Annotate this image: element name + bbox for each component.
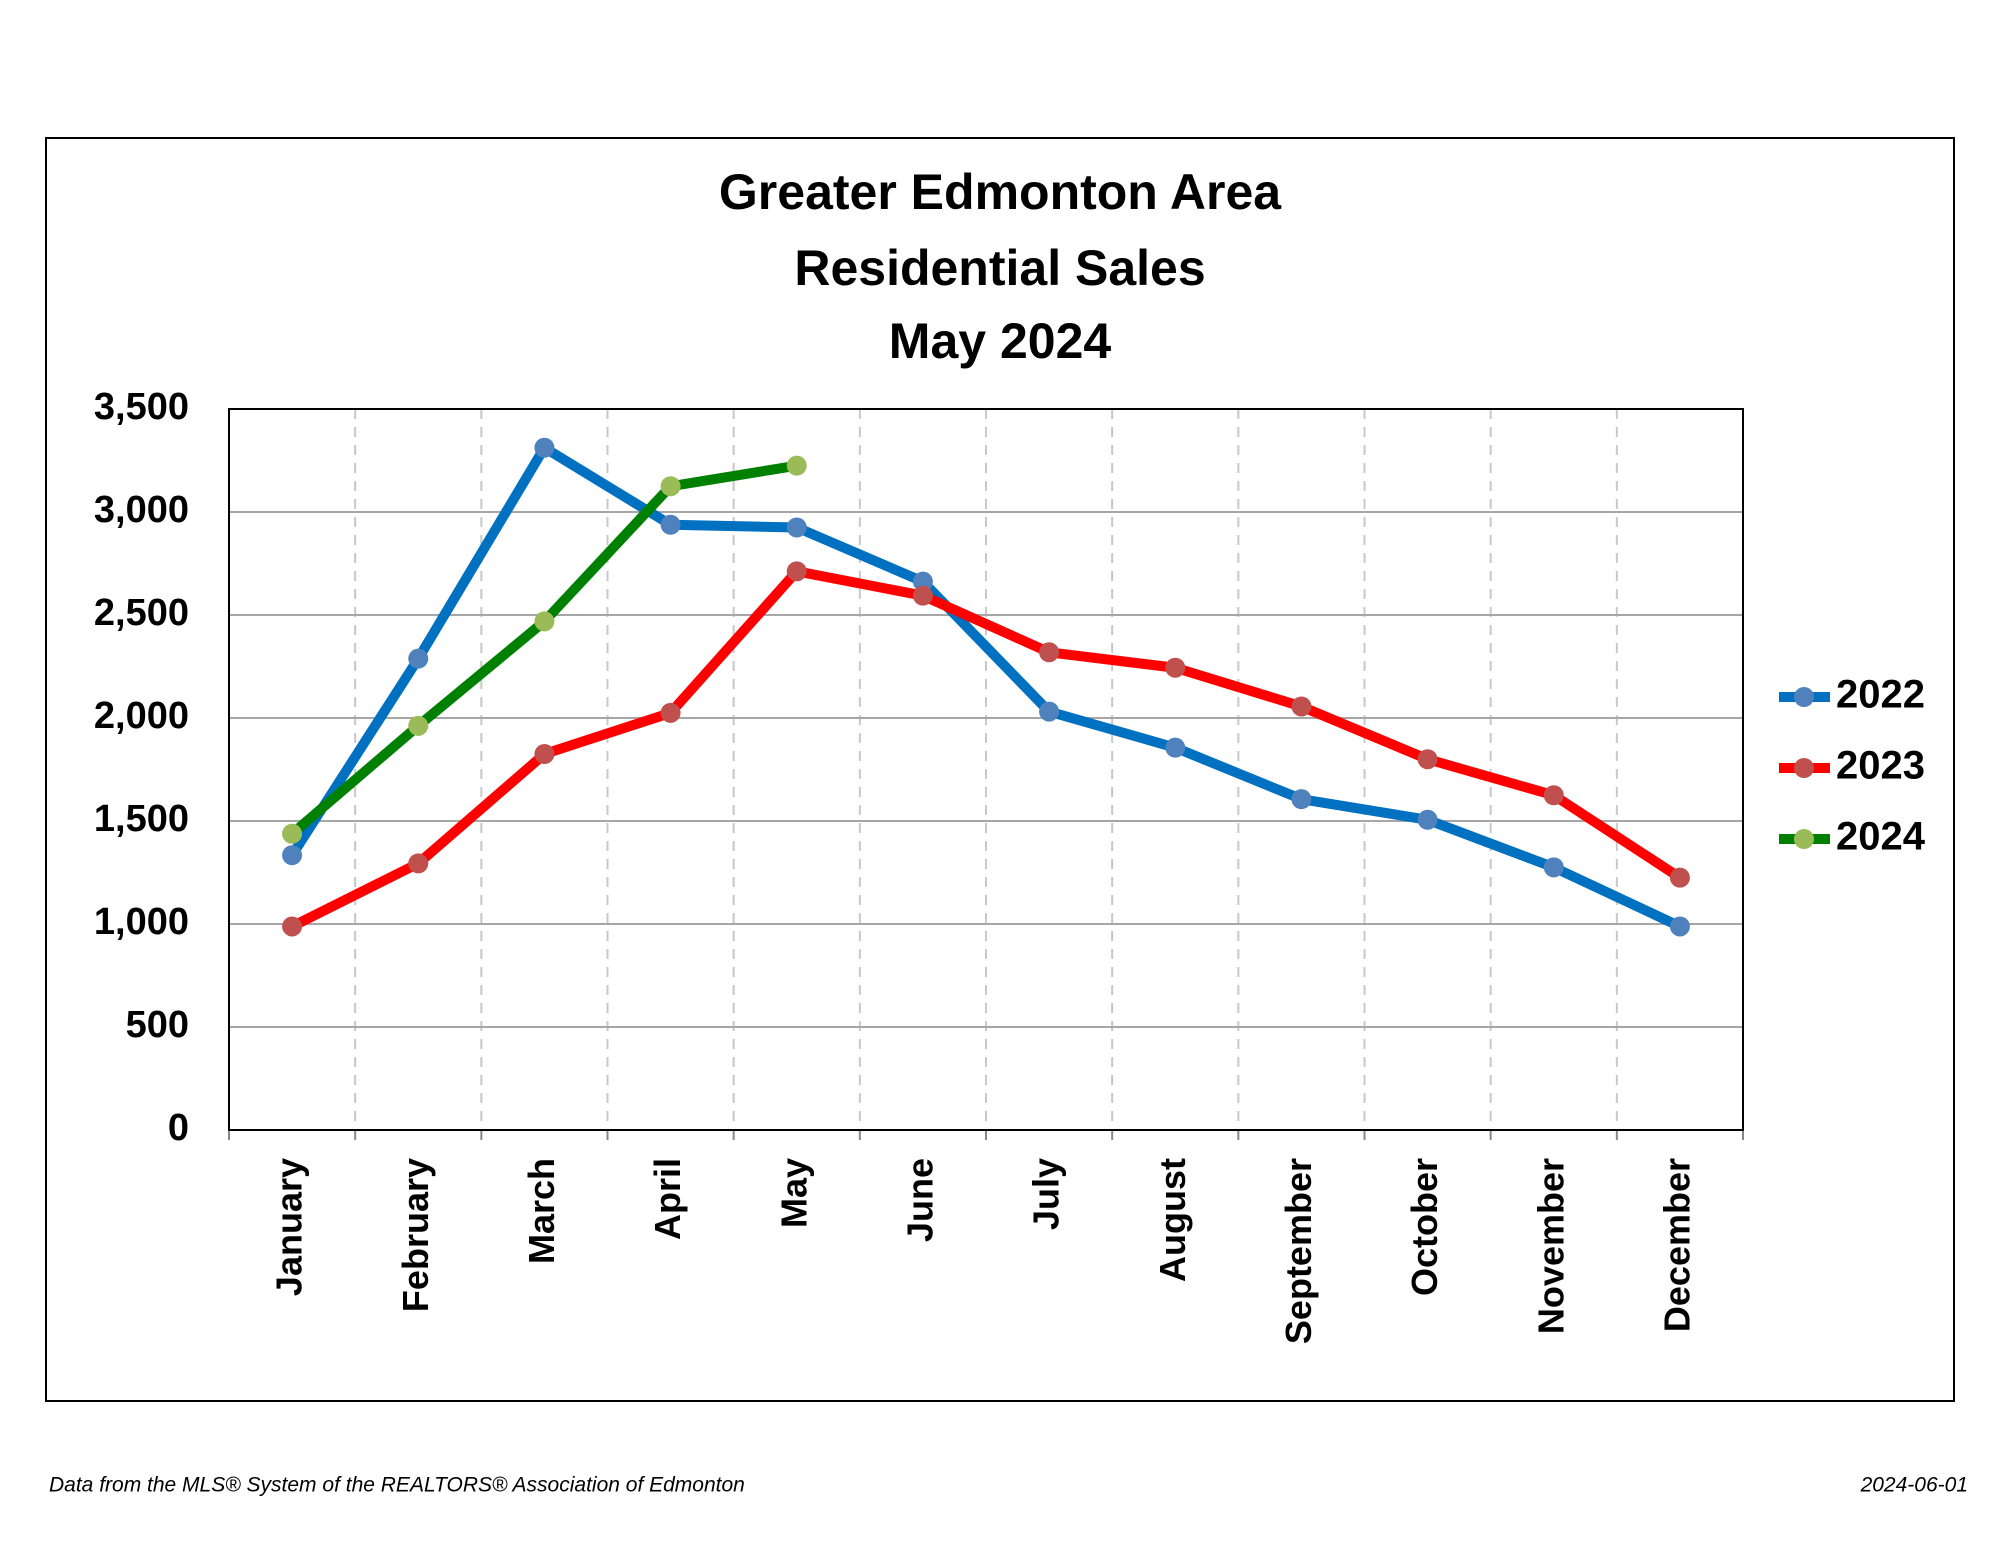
x-tick-label: January	[269, 1158, 310, 1296]
x-tick-label: November	[1530, 1158, 1571, 1334]
source-note: Data from the MLS® System of the REALTOR…	[49, 1474, 745, 1497]
x-tick-label: June	[899, 1158, 940, 1242]
x-tick-label: August	[1152, 1158, 1193, 1282]
data-point	[408, 853, 429, 874]
y-tick-label: 2,500	[94, 592, 189, 634]
y-tick-label: 1,500	[94, 798, 189, 840]
series-line	[289, 566, 1683, 931]
y-tick-label: 3,000	[94, 489, 189, 531]
data-point	[912, 585, 933, 606]
x-tick-label: September	[1278, 1158, 1319, 1344]
y-tick-label: 1,000	[94, 901, 189, 943]
data-point	[534, 611, 555, 632]
plot-area	[228, 408, 1744, 1131]
data-point	[660, 476, 681, 497]
data-point	[1165, 737, 1186, 758]
data-point	[282, 916, 303, 937]
data-point	[534, 744, 555, 765]
data-point	[534, 437, 555, 458]
y-tick-label: 3,500	[94, 386, 189, 428]
data-point	[1417, 809, 1438, 830]
data-point	[660, 514, 681, 535]
x-tick-label: April	[647, 1158, 688, 1240]
legend-label: 2023	[1836, 744, 1925, 788]
data-point	[1669, 916, 1690, 937]
x-tick-label: May	[773, 1158, 814, 1228]
x-tick-label: October	[1404, 1158, 1445, 1296]
data-point	[408, 648, 429, 669]
data-point	[1039, 642, 1060, 663]
legend-label: 2022	[1836, 673, 1925, 717]
chart-title: Residential Sales	[794, 240, 1205, 296]
data-point	[1417, 749, 1438, 770]
chart-title: Greater Edmonton Area	[719, 164, 1282, 220]
x-tick-label: December	[1656, 1158, 1697, 1332]
series-line	[287, 442, 1683, 931]
legend-marker	[1794, 758, 1814, 778]
data-point	[912, 571, 933, 592]
data-point	[1669, 867, 1690, 888]
data-point	[786, 561, 807, 582]
data-point	[282, 823, 303, 844]
data-point	[1165, 657, 1186, 678]
x-tick-label: July	[1026, 1158, 1067, 1230]
data-point	[408, 715, 429, 736]
y-tick-label: 0	[168, 1107, 189, 1149]
y-tick-label: 500	[126, 1004, 189, 1046]
legend-marker	[1794, 687, 1814, 707]
data-point	[1291, 789, 1312, 810]
y-tick-label: 2,000	[94, 695, 189, 737]
data-point	[1543, 785, 1564, 806]
data-point	[786, 517, 807, 538]
x-tick-label: March	[521, 1158, 562, 1264]
date-note: 2024-06-01	[1860, 1474, 1968, 1497]
legend-marker	[1794, 829, 1814, 849]
chart-title: May 2024	[889, 313, 1112, 369]
data-point	[1039, 701, 1060, 722]
x-tick-label: February	[395, 1158, 436, 1312]
data-point	[1291, 696, 1312, 717]
data-point	[786, 455, 807, 476]
data-point	[1543, 857, 1564, 878]
data-point	[282, 845, 303, 866]
data-point	[660, 702, 681, 723]
legend-label: 2024	[1836, 815, 1926, 859]
